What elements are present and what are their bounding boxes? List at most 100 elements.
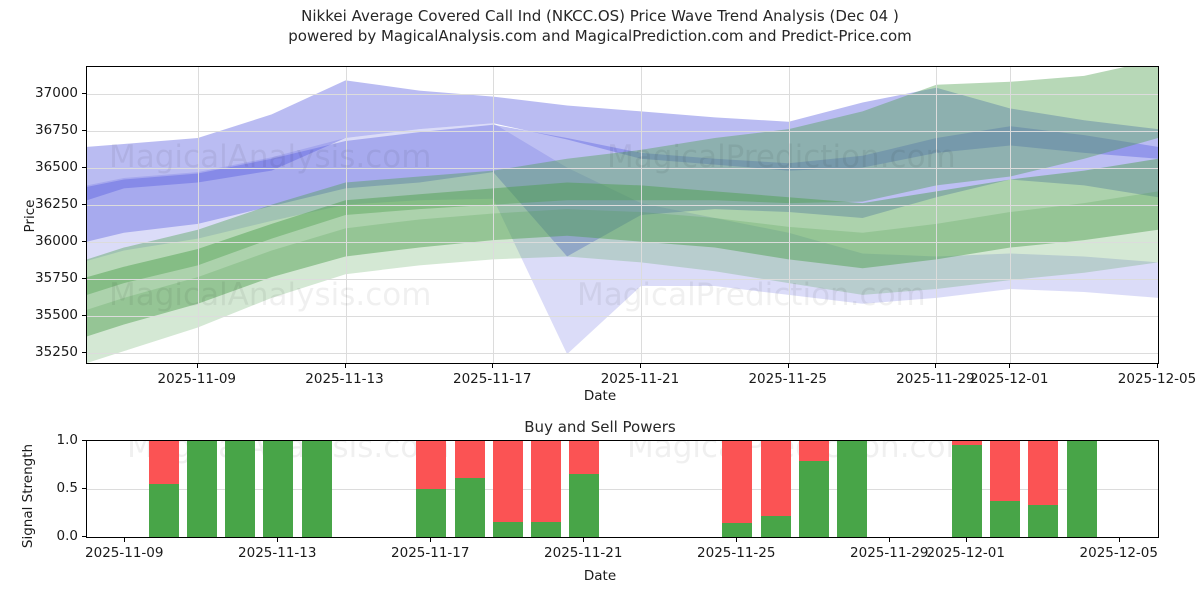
price-ytick-label: 35250: [35, 343, 78, 360]
powers-ytick-mark: [82, 440, 86, 441]
buy-power-segment: [1066, 441, 1097, 537]
powers-bar[interactable]: [951, 441, 982, 537]
powers-xtick-label: 2025-12-05: [1079, 545, 1158, 561]
powers-bar[interactable]: [569, 441, 600, 537]
price-ytick-label: 37000: [35, 84, 78, 101]
buy-power-segment: [186, 441, 217, 537]
price-ytick-mark: [82, 277, 86, 279]
price-xtick-label: 2025-12-01: [970, 371, 1049, 387]
green-mid-wave: [87, 158, 1158, 337]
powers-xtick-label: 2025-12-01: [926, 545, 1005, 561]
buy-power-segment: [722, 522, 753, 537]
sell-power-segment: [722, 441, 753, 523]
buy-power-segment: [1028, 505, 1059, 537]
buy-power-segment: [531, 521, 561, 537]
powers-ytick-mark: [82, 536, 86, 537]
price-xtick-mark: [344, 364, 346, 368]
price-xtick-mark: [196, 364, 198, 368]
buy-power-segment: [263, 441, 294, 537]
price-ytick-mark: [82, 351, 86, 353]
buy-power-segment: [569, 473, 600, 537]
powers-xtick-mark: [1118, 538, 1120, 542]
sell-power-segment: [148, 441, 179, 485]
powers-ytick-label: 0.5: [56, 480, 78, 496]
powers-xtick-label: 2025-11-09: [85, 545, 164, 561]
powers-plot-xlabel: Date: [583, 568, 617, 584]
green-upper-wave: [87, 67, 1158, 295]
price-xtick-mark: [639, 364, 641, 368]
price-gridline-h: [87, 93, 1158, 95]
powers-bar[interactable]: [148, 441, 179, 537]
sell-power-segment: [492, 441, 523, 522]
price-ytick-label: 36000: [35, 232, 78, 249]
powers-bar[interactable]: [837, 441, 867, 537]
powers-bar[interactable]: [301, 441, 332, 537]
powers-xtick-label: 2025-11-25: [697, 545, 776, 561]
sell-power-segment: [454, 441, 485, 479]
buy-power-segment: [492, 521, 523, 537]
price-xtick-mark: [1157, 364, 1158, 368]
price-xtick-label: 2025-11-13: [305, 371, 384, 387]
powers-bar[interactable]: [186, 441, 217, 537]
powers-bar[interactable]: [990, 441, 1020, 537]
powers-xtick-mark: [736, 538, 738, 542]
powers-xtick-label: 2025-11-21: [544, 545, 623, 561]
buy-power-segment: [225, 441, 255, 537]
powers-bar[interactable]: [416, 441, 447, 537]
powers-xtick-mark: [965, 538, 967, 542]
powers-gridline-h: [87, 489, 1158, 490]
blue-mid-wave: [87, 124, 1158, 257]
price-plot-ylabel: Price: [22, 199, 38, 233]
price-ytick-label: 35500: [35, 306, 78, 323]
sell-power-segment: [1028, 441, 1059, 506]
powers-ytick-label: 0.0: [56, 528, 78, 544]
powers-bar[interactable]: [492, 441, 523, 537]
powers-bar[interactable]: [722, 441, 753, 537]
powers-bar[interactable]: [798, 441, 829, 537]
price-gridline-v: [1010, 67, 1012, 363]
powers-bar[interactable]: [225, 441, 255, 537]
buy-power-segment: [951, 444, 982, 537]
price-xtick-label: 2025-11-25: [748, 371, 827, 387]
price-gridline-h: [87, 315, 1158, 317]
sell-power-segment: [990, 441, 1020, 501]
price-xtick-label: 2025-12-05: [1117, 371, 1197, 387]
powers-bar[interactable]: [454, 441, 485, 537]
price-wave-plot: MagicalAnalysis.com MagicalPrediction.co…: [86, 66, 1159, 364]
powers-xtick-mark: [124, 538, 126, 542]
price-ytick-label: 36500: [35, 158, 78, 175]
price-ytick-label: 36750: [35, 121, 78, 138]
figure-title-line-2: powered by MagicalAnalysis.com and Magic…: [288, 27, 912, 45]
price-ytick-label: 36250: [35, 195, 78, 212]
powers-bar[interactable]: [263, 441, 294, 537]
powers-bar[interactable]: [531, 441, 561, 537]
buy-power-segment: [990, 500, 1020, 537]
price-gridline-v: [345, 67, 347, 363]
powers-ytick-label: 1.0: [56, 432, 78, 448]
price-gridline-v: [197, 67, 199, 363]
price-ytick-mark: [82, 92, 86, 94]
price-xtick-mark: [935, 364, 937, 368]
price-gridline-h: [87, 130, 1158, 132]
buy-power-segment: [798, 461, 829, 537]
price-ytick-label: 35750: [35, 269, 78, 286]
powers-xtick-mark: [430, 538, 432, 542]
price-gridline-h: [87, 241, 1158, 243]
figure-title: Nikkei Average Covered Call Ind (NKCC.OS…: [0, 6, 1200, 46]
sell-power-segment: [760, 441, 791, 516]
blue-lower-wave: [87, 123, 1158, 355]
powers-bar[interactable]: [1066, 441, 1097, 537]
powers-xtick-mark: [583, 538, 585, 542]
powers-bar[interactable]: [1028, 441, 1059, 537]
price-xtick-label: 2025-11-29: [896, 371, 975, 387]
price-ytick-mark: [82, 129, 86, 131]
buy-power-segment: [837, 441, 867, 537]
powers-bar[interactable]: [760, 441, 791, 537]
price-xtick-label: 2025-11-21: [600, 371, 680, 387]
sell-power-segment: [951, 441, 982, 445]
price-xtick-mark: [492, 364, 494, 368]
powers-plot-title: Buy and Sell Powers: [524, 418, 676, 436]
buy-sell-powers-plot: MagicalAnalysis.com MagicalPrediction.co…: [86, 440, 1159, 538]
price-xtick-mark: [1009, 364, 1011, 368]
powers-xtick-label: 2025-11-17: [391, 545, 470, 561]
